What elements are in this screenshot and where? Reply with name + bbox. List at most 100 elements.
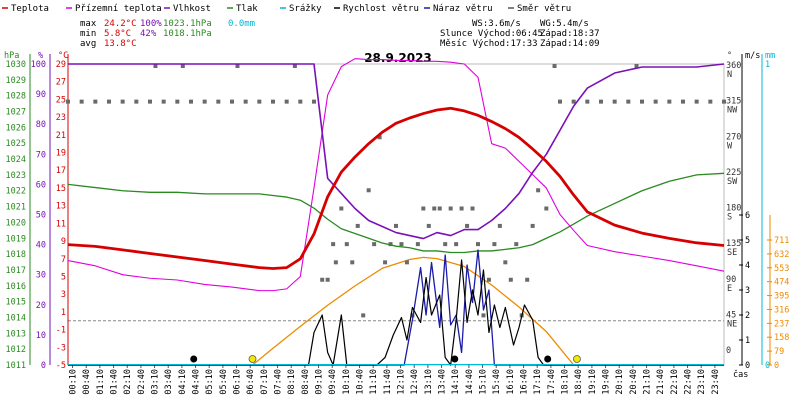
humidity-axis-unit: % [38,51,43,61]
time-tick-label: 08:40 [301,369,311,395]
stat-avg-label: avg [80,39,96,49]
wind-direction-point [153,64,158,68]
wind-direction-point [372,242,377,247]
pressure-tick-label: 1022 [6,187,26,197]
time-tick-label: 23:10 [697,369,707,395]
time-tick-label: 02:40 [137,369,147,395]
wind-direction-point [503,260,508,265]
wind-direction-point [394,223,398,228]
stats-block: max 24.2°C 100% 1023.1hPa 0.0mm min 5.8°… [80,19,600,49]
stat-min-pressure: 1018.1hPa [163,29,212,39]
temperature-tick-label: 15 [56,184,66,194]
wind-direction-point [298,99,303,104]
pressure-tick-label: 1020 [6,218,26,228]
wind-direction-point [339,206,344,211]
time-tick-label: 08:10 [287,369,297,395]
wind-direction-point [230,99,234,104]
wind-direction-point [161,99,166,104]
humidity-tick-label: 90 [36,90,46,100]
wind-direction-point [481,313,486,318]
legend-item-wind-gust: Náraz větru [424,4,493,14]
wind-direction-point [536,188,541,193]
pressure-tick-label: 1021 [6,203,26,213]
wind-speed-series-line [68,259,724,366]
stat-min-label: min [80,29,96,39]
wind-tick-label: 4 [745,261,750,271]
time-tick-label: 20:40 [629,369,639,395]
legend-item-pressure: Tlak [227,4,258,14]
wind-direction-point [421,206,426,211]
legend-item-rain: Srážky [280,4,322,14]
wind-direction-point [120,99,125,104]
pressure-tick-label: 1016 [6,282,26,292]
direction-name-label: SW [727,177,738,187]
wind-direction-point [361,313,366,318]
moon-set-marker [451,355,459,363]
stat-moonrise: Měsíc Východ:17:33 [440,39,538,49]
humidity-tick-label: 80 [36,120,46,130]
direction-tick-label: 45 [726,310,736,320]
time-tick-label: 00:10 [69,369,79,395]
temperature-tick-label: 11 [56,219,66,229]
direction-tick-label: 0 [726,346,731,356]
wind-direction-point [448,206,453,211]
svg-text:Rychlost větru: Rychlost větru [343,4,419,14]
stat-max-rain: 0.0mm [228,19,255,29]
direction-name-label: N [727,70,732,80]
wind-direction-point [148,99,152,104]
chart-title: 28.9.2023 [364,51,432,65]
wind-direction-point [552,64,557,68]
temperature-tick-label: 13 [56,202,66,212]
temperature-tick-label: 19 [56,149,66,159]
wind-direction-point [189,99,193,104]
time-tick-label: 12:10 [397,369,407,395]
svg-text:Tlak: Tlak [236,4,258,14]
wind-direction-point [399,242,404,247]
pressure-axis-unit: hPa [4,51,19,61]
wind-direction-point [66,99,70,104]
stat-max-humidity: 100% [140,19,162,29]
pressure-tick-label: 1019 [6,234,26,244]
legend-item-ground-temperature: Přízemní teplota [66,4,162,14]
stat-max-label: max [80,19,97,29]
pressure-tick-label: 1018 [6,250,26,260]
wind-direction-point [333,260,338,265]
wind-gust-series-line [68,249,724,366]
axis-units: hPa % °C ° m/s mm čas [4,51,775,380]
pressure-tick-label: 1029 [6,76,26,86]
wind-tick-label: 5 [745,236,750,246]
pressure-tick-label: 1024 [6,155,26,165]
wind-direction-point [426,223,431,228]
time-tick-label: 11:40 [383,369,393,395]
wind-direction-point [437,206,442,211]
time-tick-label: 22:40 [684,369,694,395]
wind-direction-point [350,260,355,265]
direction-tick-label: 360 [726,61,741,71]
direction-tick-label: 225 [726,168,741,178]
time-tick-label: 17:40 [547,369,557,395]
wind-direction-point [331,242,336,247]
humidity-tick-label: 50 [36,211,46,221]
time-tick-label: 23:40 [711,369,721,395]
direction-tick-label: 315 [726,97,741,107]
direction-tick-label: 270 [726,132,741,142]
temperature-tick-label: 29 [56,60,66,70]
solar-tick-label: 711 [774,236,789,246]
temperature-tick-label: 21 [56,131,66,141]
wind-direction-point [366,188,371,193]
direction-name-label: NE [727,319,737,329]
solar-tick-label: 316 [774,305,789,315]
wind-direction-point [508,277,513,282]
wind-tick-label: 1 [745,336,750,346]
solar-tick-label: 79 [774,347,784,357]
rain-tick-label: 1 [765,60,770,70]
time-tick-label: 19:40 [602,369,612,395]
pressure-tick-label: 1030 [6,60,26,70]
sun-set-marker [573,355,581,363]
stat-avg-temp: 13.8°C [104,39,137,49]
svg-text:Náraz větru: Náraz větru [433,4,493,14]
wind-direction-point [634,64,639,68]
wind-direction-point [202,99,207,104]
wind-direction-point [107,99,111,104]
time-tick-label: 19:10 [588,369,598,395]
